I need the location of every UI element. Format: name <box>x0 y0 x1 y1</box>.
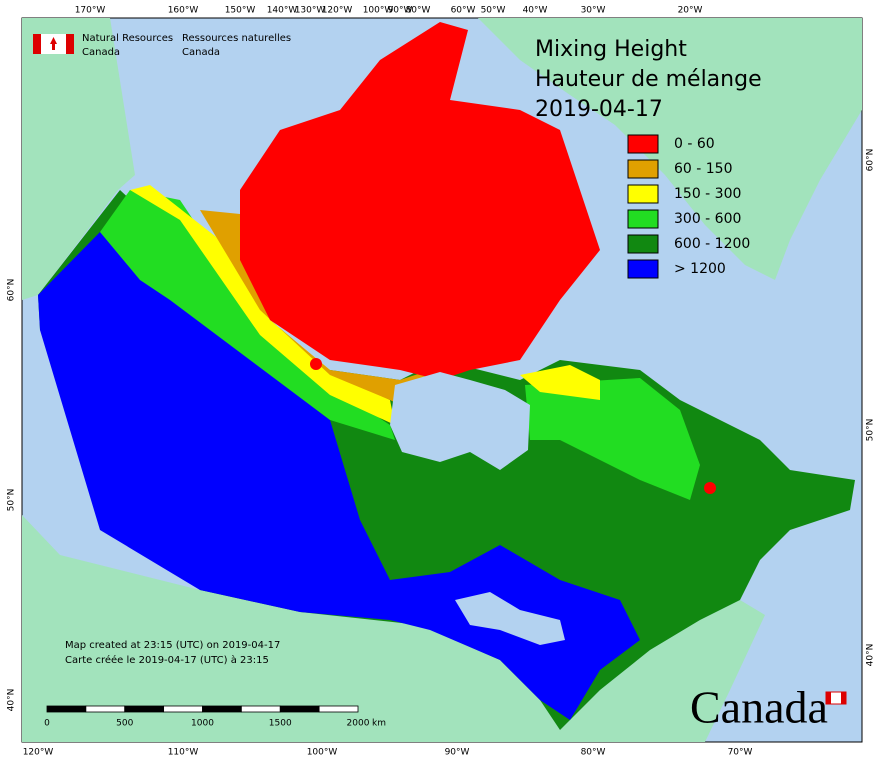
alaska <box>22 18 135 300</box>
zone <box>520 365 600 400</box>
department-name: Ressources naturelles <box>182 33 291 44</box>
scale-label: 2000 <box>347 719 370 729</box>
graticule-label: 20°W <box>678 6 703 16</box>
zone <box>704 482 716 494</box>
foreign-land <box>22 18 862 742</box>
usa <box>22 515 765 742</box>
water <box>390 372 565 645</box>
scale-segment <box>318 705 359 713</box>
department-name: Natural Resources <box>82 33 173 44</box>
graticule-label: 120°W <box>23 748 54 758</box>
legend-swatch <box>627 184 659 204</box>
graticule-label: 90°W <box>388 6 413 16</box>
footer-note: Map created at 23:15 (UTC) on 2019-04-17 <box>65 640 280 651</box>
graticule-label: 100°W <box>363 6 394 16</box>
legend-swatch <box>627 159 659 179</box>
zone <box>130 185 395 425</box>
wordmark: Canada <box>690 682 828 733</box>
great-lakes <box>455 592 565 645</box>
legend-label: > 1200 <box>674 261 726 277</box>
scale-segment <box>124 705 165 713</box>
legend-swatch <box>627 134 659 154</box>
legend-swatch <box>627 209 659 229</box>
graticule-label: 160°W <box>168 6 199 16</box>
legend-swatch <box>627 234 659 254</box>
graticule-label: 80°W <box>581 748 606 758</box>
zone <box>310 358 322 370</box>
legend-label: 60 - 150 <box>674 161 733 177</box>
scale-label: 0 <box>44 719 50 729</box>
graticule-label: 170°W <box>75 6 106 16</box>
maple-leaf <box>50 37 57 50</box>
graticule-label: 70°W <box>728 748 753 758</box>
nrcan-logo <box>33 34 74 54</box>
scale-segment <box>85 705 126 713</box>
graticule-label: 110°W <box>168 748 199 758</box>
legend-label: 600 - 1200 <box>674 236 750 252</box>
graticule-label: 60°N <box>7 279 17 302</box>
flag-bar <box>826 692 831 704</box>
scale-label: 500 <box>116 719 133 729</box>
scale-segment <box>163 705 203 713</box>
legend-label: 300 - 600 <box>674 211 741 227</box>
graticule-label: 90°W <box>445 748 470 758</box>
graticule-label: 140°W <box>267 6 298 16</box>
graticule-label: 50°N <box>866 419 876 442</box>
graticule-label: 30°W <box>581 6 606 16</box>
greenland <box>478 18 862 280</box>
map-title: Mixing Height <box>535 37 687 62</box>
flag-bar <box>841 692 846 704</box>
zone <box>525 378 700 500</box>
scale-segment <box>202 705 242 713</box>
scale-segment <box>46 705 87 713</box>
graticule-label: 60°N <box>866 149 876 172</box>
map-title: 2019-04-17 <box>535 97 663 122</box>
graticule-label: 100°W <box>307 748 338 758</box>
graticule-label: 40°N <box>7 689 17 712</box>
graticule-label: 130°W <box>295 6 326 16</box>
scale-segment <box>240 705 281 713</box>
zone <box>240 22 600 380</box>
scale-unit: km <box>372 719 386 729</box>
graticule-label: 40°W <box>523 6 548 16</box>
department-name: Canada <box>82 47 120 58</box>
department-name: Canada <box>182 47 220 58</box>
wordmark-flag <box>825 691 847 705</box>
hudson-bay <box>390 372 530 470</box>
graticule-label: 150°W <box>225 6 256 16</box>
legend-label: 150 - 300 <box>674 186 741 202</box>
graticule-label: 120°W <box>322 6 353 16</box>
graticule-label: 40°N <box>866 644 876 667</box>
scale-label: 1000 <box>191 719 214 729</box>
legend-swatch <box>627 259 659 279</box>
map-title: Hauteur de mélange <box>535 67 762 92</box>
flag-bar <box>33 34 41 54</box>
legend-label: 0 - 60 <box>674 136 715 152</box>
flag-bar <box>66 34 74 54</box>
scale-segment <box>279 705 320 713</box>
scale-label: 1500 <box>269 719 292 729</box>
graticule-label: 60°W <box>451 6 476 16</box>
graticule-label: 50°N <box>7 489 17 512</box>
graticule-label: 80°W <box>406 6 431 16</box>
graticule-label: 50°W <box>481 6 506 16</box>
footer-note: Carte créée le 2019-04-17 (UTC) à 23:15 <box>65 654 269 666</box>
